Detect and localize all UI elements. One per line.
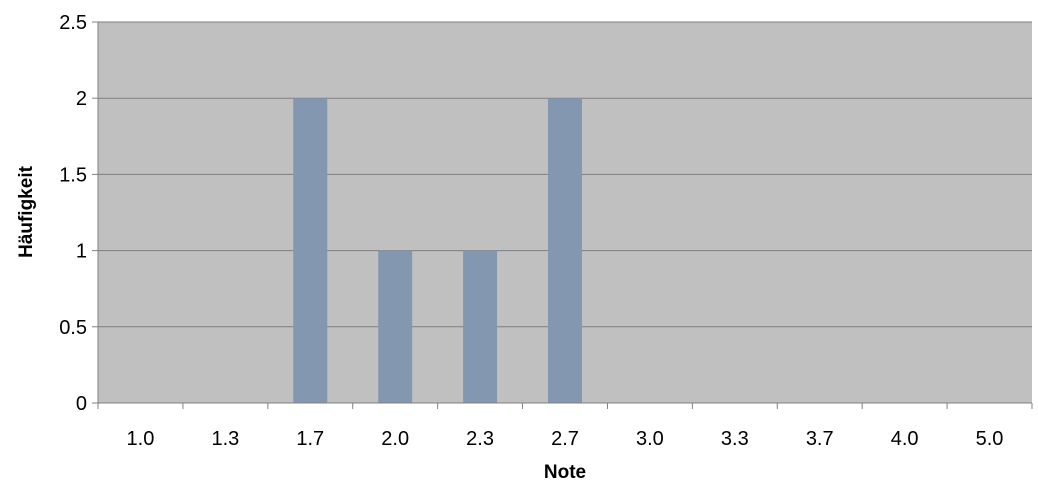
axes [92,21,1033,409]
y-tick-label: 2 [76,88,87,110]
bars [293,98,582,403]
y-tick-label: 1 [76,241,87,263]
x-tick-label: 2.0 [381,428,409,450]
x-tick-labels: 1.0 1.3 1.7 2.0 2.3 2.7 3.0 3.3 3.7 4.0 5.0 [127,428,1004,450]
y-tick-label: 0.5 [59,317,87,339]
y-axis-title: Häufigkeit [16,165,37,258]
bar-1.7 [293,98,328,403]
x-tick-label: 3.3 [721,428,749,450]
x-tick-label: 2.3 [466,428,494,450]
bar-2.7 [548,98,582,403]
x-tick-label: 3.0 [636,428,664,450]
x-tick-label: 4.0 [891,428,919,450]
x-tick-label: 5.0 [976,428,1004,450]
x-tick-label: 1.3 [211,428,239,450]
y-tick-label: 1.5 [59,164,87,186]
x-axis-title: Note [544,462,586,483]
bar-2.3 [463,250,498,403]
y-tick-label: 2.5 [59,12,87,34]
x-tick-label: 1.0 [127,428,155,450]
x-tick-label: 3.7 [806,428,834,450]
bar-2.0 [378,250,413,403]
x-tick-label: 2.7 [551,428,579,450]
y-tick-labels: 0 0.5 1 1.5 2 2.5 [59,12,87,415]
y-tick-label: 0 [76,393,87,415]
x-tick-label: 1.7 [296,428,324,450]
